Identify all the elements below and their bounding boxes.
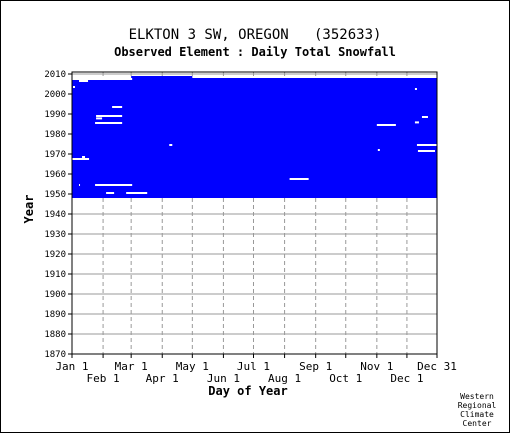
- missing-data-gap: [72, 158, 90, 160]
- y-tick-label: 1920: [44, 250, 66, 260]
- missing-data-gap: [414, 88, 417, 90]
- missing-data-gap: [169, 144, 173, 146]
- chart-subtitle: Observed Element : Daily Total Snowfall: [114, 45, 396, 59]
- x-tick-label: Jan 1: [55, 360, 88, 373]
- missing-data-gap: [96, 115, 123, 117]
- missing-data-gap: [96, 117, 103, 120]
- x-tick-label: Nov 1: [360, 360, 393, 373]
- x-tick-label: Jul 1: [237, 360, 270, 373]
- x-tick-label: Jun 1: [207, 372, 240, 385]
- credit-line-4: Center: [463, 419, 492, 428]
- y-tick-label: 1930: [44, 230, 66, 240]
- missing-data-gap: [73, 86, 76, 88]
- missing-data-gap: [106, 192, 115, 194]
- missing-data-gap: [82, 156, 86, 158]
- y-tick-label: 2010: [44, 70, 66, 80]
- missing-data-gap: [79, 80, 89, 82]
- chart-title: ELKTON 3 SW, OREGON (352633): [129, 27, 382, 43]
- x-tick-label: Mar 1: [115, 360, 148, 373]
- credit-line-2: Regional: [458, 401, 497, 410]
- missing-data-gap: [95, 184, 133, 186]
- data-coverage-block: [131, 76, 193, 78]
- missing-data-gap: [417, 150, 435, 152]
- y-tick-label: 1900: [44, 290, 66, 300]
- y-tick-label: 1940: [44, 210, 66, 220]
- missing-data-gap: [377, 149, 380, 151]
- x-tick-label: Dec 31: [417, 360, 457, 373]
- missing-data-gap: [289, 178, 309, 180]
- credit-line-3: Climate: [460, 410, 494, 419]
- missing-data-gap: [414, 121, 419, 124]
- credit-line-1: Western: [460, 392, 494, 401]
- y-tick-label: 1980: [44, 130, 66, 140]
- missing-data-gap: [79, 184, 81, 186]
- y-tick-label: 1880: [44, 330, 66, 340]
- y-axis-label: Year: [22, 195, 36, 224]
- data-coverage-block: [72, 78, 437, 198]
- credit-block: Western Regional Climate Center: [458, 392, 497, 428]
- y-tick-label: 1890: [44, 310, 66, 320]
- missing-data-gap: [72, 78, 133, 80]
- x-tick-label: Oct 1: [329, 372, 362, 385]
- missing-data-gap: [126, 192, 148, 194]
- missing-data-gap: [421, 116, 428, 118]
- y-tick-label: 1970: [44, 150, 66, 160]
- plot-border: [71, 71, 438, 355]
- x-axis-label: Day of Year: [208, 384, 287, 398]
- y-tick-label: 1990: [44, 110, 66, 120]
- missing-data-gap: [95, 122, 123, 124]
- x-tick-label: Feb 1: [87, 372, 120, 385]
- x-tick-label: Dec 1: [390, 372, 423, 385]
- x-tick-label: May 1: [176, 360, 209, 373]
- missing-data-gap: [112, 106, 123, 108]
- y-tick-label: 1960: [44, 170, 66, 180]
- x-tick-label: Sep 1: [299, 360, 332, 373]
- y-tick-label: 1870: [44, 350, 66, 360]
- missing-data-gap: [416, 144, 438, 146]
- y-tick-label: 1910: [44, 270, 66, 280]
- x-tick-label: Aug 1: [268, 372, 301, 385]
- missing-data-gap: [376, 124, 396, 126]
- y-tick-label: 2000: [44, 90, 66, 100]
- y-tick-label: 1950: [44, 190, 66, 200]
- x-tick-label: Apr 1: [146, 372, 179, 385]
- data-coverage-block: [131, 196, 437, 198]
